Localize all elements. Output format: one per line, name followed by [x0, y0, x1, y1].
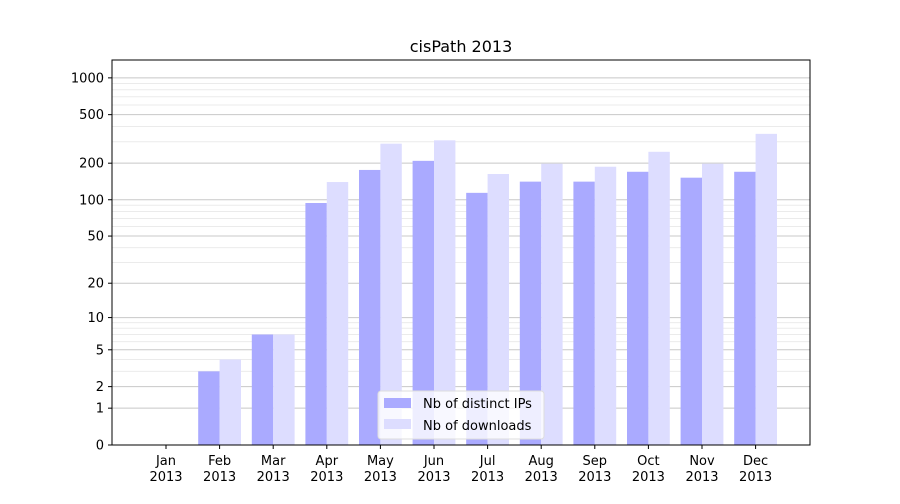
bar-downloads: [219, 359, 241, 445]
bar-distinct-ips: [359, 169, 381, 445]
x-tick-label: Jun: [423, 454, 444, 469]
legend-label-downloads: Nb of downloads: [423, 419, 532, 434]
bar-downloads: [541, 163, 563, 445]
x-tick-label: 2013: [471, 470, 504, 485]
x-tick-label: Jan: [155, 454, 176, 469]
bar-distinct-ips: [627, 171, 649, 446]
bar-distinct-ips: [680, 177, 702, 446]
x-tick-label: Sep: [583, 454, 608, 469]
legend: Nb of distinct IPs Nb of downloads: [377, 390, 545, 440]
bar-downloads: [380, 143, 402, 445]
x-tick-label: Apr: [316, 454, 339, 469]
bar-distinct-ips: [412, 160, 434, 445]
chart-title: cisPath 2013: [410, 37, 513, 56]
bar-distinct-ips: [466, 192, 488, 445]
legend-box: [377, 390, 545, 440]
y-tick-label: 1: [96, 402, 104, 417]
x-tick-label: 2013: [685, 470, 718, 485]
x-tick-label: Dec: [743, 454, 768, 469]
x-tick-label: 2013: [257, 470, 290, 485]
x-tick-label: Oct: [637, 454, 659, 469]
bar-downloads: [487, 173, 509, 445]
x-tick-label: May: [367, 454, 394, 469]
y-tick-label: 0: [96, 439, 104, 454]
y-tick-label: 50: [87, 230, 104, 245]
bar-downloads: [648, 151, 670, 445]
x-axis: Jan2013Feb2013Mar2013Apr2013May2013Jun20…: [149, 445, 772, 485]
y-tick-label: 20: [87, 277, 104, 292]
y-tick-label: 200: [79, 157, 104, 172]
x-tick-label: Jul: [479, 454, 496, 469]
bar-downloads: [273, 334, 295, 445]
x-tick-label: 2013: [739, 470, 772, 485]
bar-distinct-ips: [251, 334, 274, 445]
x-tick-label: 2013: [525, 470, 558, 485]
y-tick-label: 10: [87, 311, 104, 326]
bar-downloads: [594, 166, 617, 445]
x-tick-label: 2013: [364, 470, 397, 485]
bar-distinct-ips: [305, 203, 327, 445]
y-tick-label: 1000: [71, 71, 104, 86]
bar-distinct-ips: [198, 371, 220, 445]
legend-swatch-downloads: [384, 419, 411, 429]
bars: [198, 133, 777, 446]
legend-swatch-ips: [384, 398, 411, 408]
x-tick-label: 2013: [417, 470, 450, 485]
x-tick-label: Nov: [689, 454, 715, 469]
x-tick-label: Feb: [208, 454, 231, 469]
bar-downloads: [434, 140, 456, 445]
x-tick-label: 2013: [149, 470, 182, 485]
y-tick-label: 2: [96, 380, 104, 395]
bar-distinct-ips: [519, 181, 542, 445]
legend-label-ips: Nb of distinct IPs: [423, 397, 532, 412]
x-tick-label: Aug: [529, 454, 554, 469]
y-tick-label: 5: [96, 343, 104, 358]
x-tick-label: 2013: [632, 470, 665, 485]
x-tick-label: Mar: [261, 454, 286, 469]
bar-downloads: [702, 163, 724, 445]
y-tick-label: 500: [79, 108, 104, 123]
x-tick-label: 2013: [203, 470, 236, 485]
bar-downloads: [755, 133, 777, 445]
plot-frame: [111, 59, 811, 446]
y-axis: 0 1 2 5 10 20 50 100 200 500 1000: [71, 71, 112, 454]
bar-distinct-ips: [573, 181, 595, 445]
bar-downloads: [326, 182, 349, 445]
x-tick-label: 2013: [310, 470, 343, 485]
x-tick-label: 2013: [578, 470, 611, 485]
bar-distinct-ips: [734, 171, 756, 446]
y-tick-label: 100: [79, 193, 104, 208]
